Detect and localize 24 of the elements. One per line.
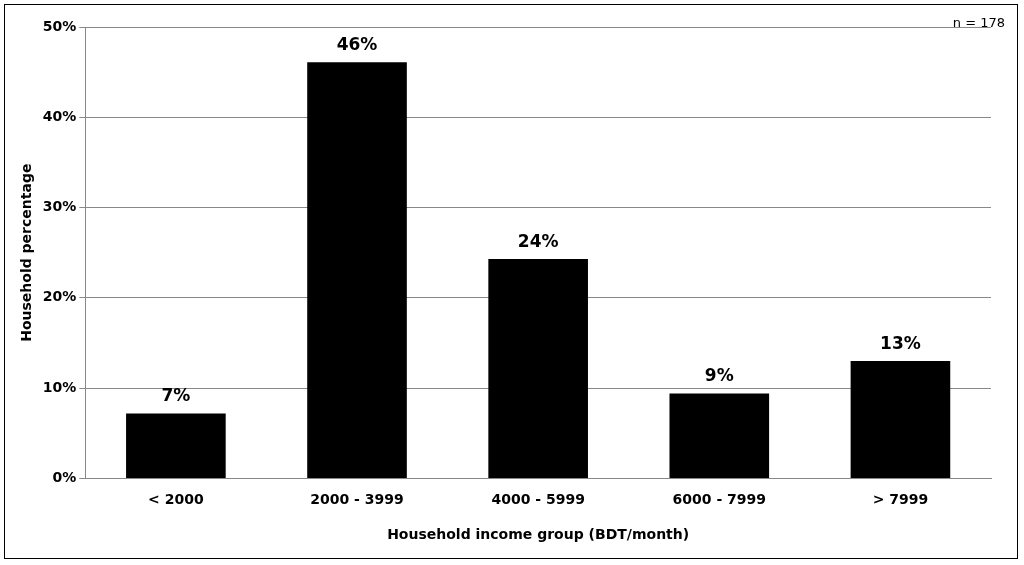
data-label: 9% (704, 365, 734, 386)
data-label: 7% (161, 385, 191, 406)
data-label: 46% (336, 34, 378, 55)
x-tick-label: 2000 - 3999 (310, 491, 404, 508)
bar (126, 413, 226, 478)
x-tick-label: < 2000 (148, 491, 204, 508)
y-tick-label: 20% (42, 288, 77, 305)
bar (850, 361, 951, 478)
x-axis-title: Household income group (BDT/month) (387, 526, 690, 543)
bar (307, 62, 407, 478)
bar (488, 259, 588, 478)
y-tick-label: 50% (42, 17, 77, 34)
bar (669, 393, 770, 478)
x-tick-label: 4000 - 5999 (491, 491, 585, 508)
y-tick-label: 40% (42, 107, 77, 124)
annotation: n = 178 (952, 15, 1005, 30)
data-label: 13% (880, 332, 921, 353)
x-tick-label: 6000 - 7999 (672, 491, 767, 508)
data-label: 24% (517, 230, 559, 251)
y-tick-label: 10% (42, 378, 77, 395)
y-tick-label: 30% (42, 198, 77, 215)
y-axis-title: Household percentage (18, 163, 35, 342)
x-tick-label: > 7999 (872, 491, 929, 508)
y-tick-label: 0% (52, 469, 77, 486)
